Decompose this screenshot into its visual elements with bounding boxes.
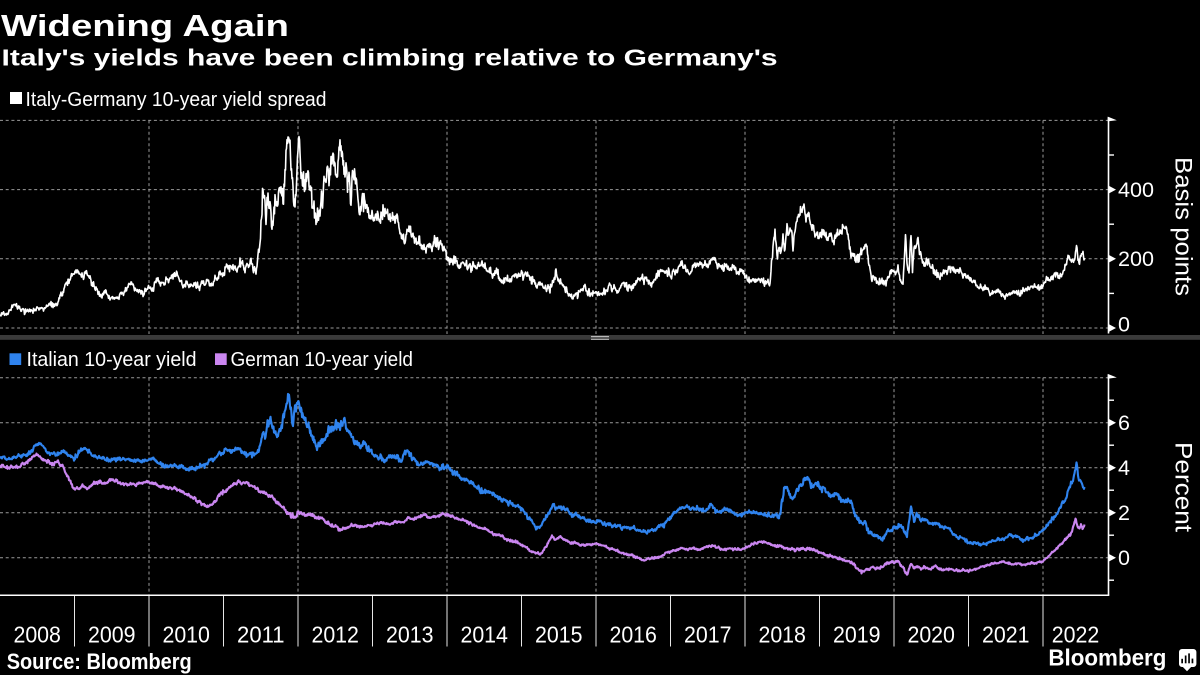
svg-text:2008: 2008 [13,621,61,647]
svg-text:2014: 2014 [460,621,508,647]
svg-text:2022: 2022 [1052,621,1100,647]
svg-text:2019: 2019 [833,621,881,647]
svg-text:200: 200 [1118,247,1154,271]
svg-text:2020: 2020 [907,621,955,647]
svg-text:Italy's yields have been climb: Italy's yields have been climbing relati… [2,45,778,71]
svg-text:2010: 2010 [162,621,210,647]
svg-text:Percent: Percent [1170,442,1197,532]
svg-text:2017: 2017 [684,621,732,647]
svg-text:2018: 2018 [758,621,806,647]
svg-text:2012: 2012 [311,621,359,647]
svg-text:Source: Bloomberg: Source: Bloomberg [7,649,192,674]
svg-text:4: 4 [1118,456,1130,480]
svg-text:0: 0 [1118,546,1130,570]
svg-text:2021: 2021 [982,621,1030,647]
svg-text:Widening Again: Widening Again [1,8,289,43]
svg-text:German 10-year yield: German 10-year yield [231,349,414,371]
svg-text:2013: 2013 [386,621,434,647]
svg-text:Italian 10-year yield: Italian 10-year yield [27,349,197,371]
svg-text:Italy-Germany 10-year yield sp: Italy-Germany 10-year yield spread [26,88,327,111]
svg-text:2: 2 [1118,501,1130,525]
svg-text:2009: 2009 [88,621,136,647]
svg-text:6: 6 [1118,411,1130,435]
svg-text:400: 400 [1118,178,1154,202]
svg-text:0: 0 [1118,313,1130,337]
svg-text:2015: 2015 [535,621,583,647]
svg-text:2011: 2011 [237,621,285,647]
svg-text:Bloomberg: Bloomberg [1048,645,1166,671]
svg-text:Basis points: Basis points [1170,157,1197,296]
svg-text:2016: 2016 [609,621,657,647]
